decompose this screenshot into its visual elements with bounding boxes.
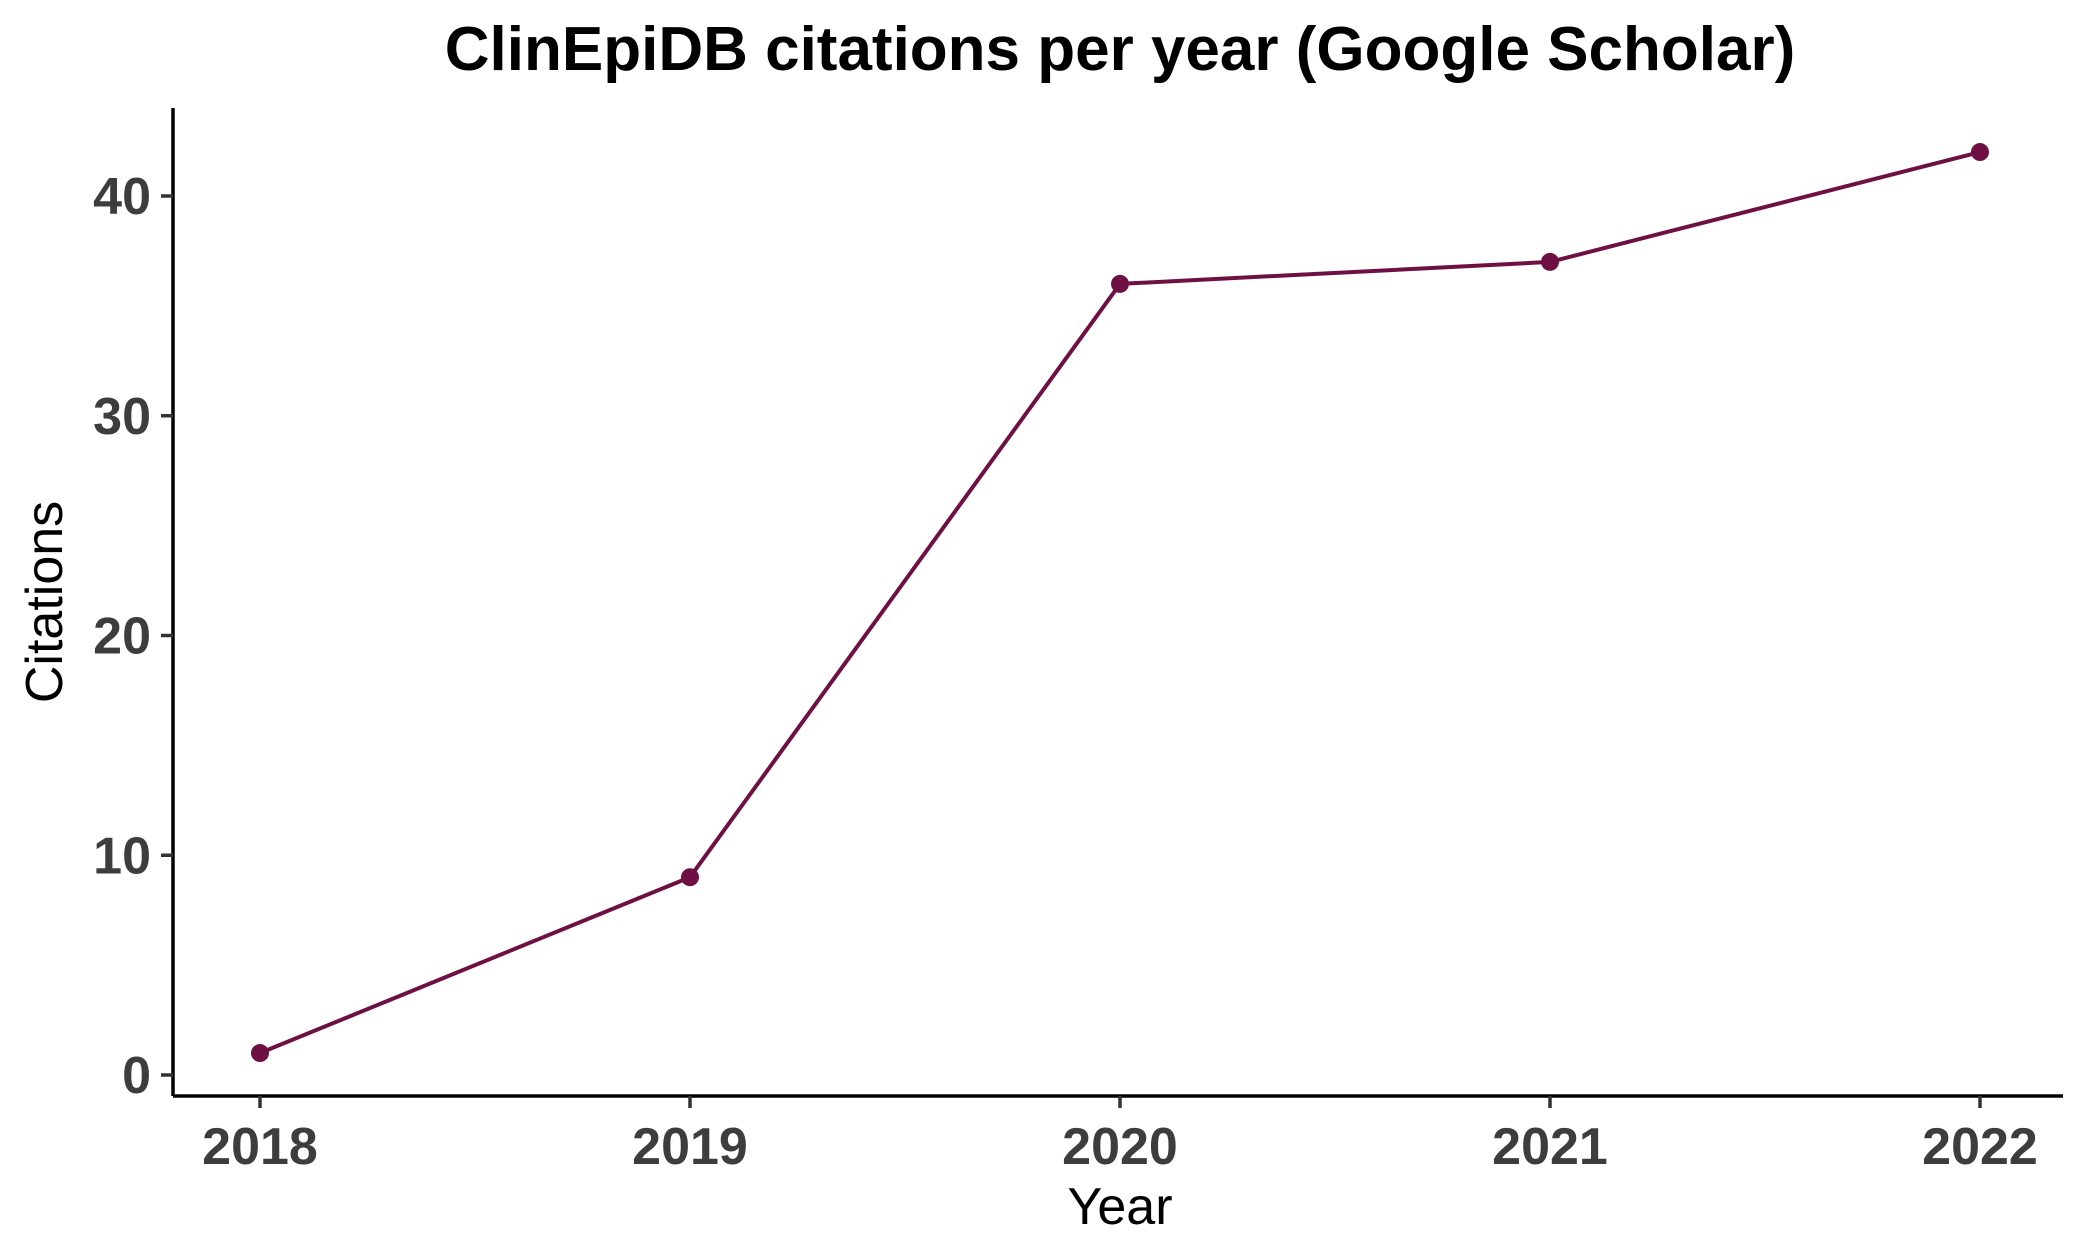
y-tick-label: 0 <box>122 1047 151 1105</box>
x-axis-ticks: 2018 2019 2020 2021 2022 <box>202 1096 2038 1176</box>
x-tick-label: 2020 <box>1062 1118 1178 1176</box>
x-tick-label: 2019 <box>632 1118 748 1176</box>
chart-title: ClinEpiDB citations per year (Google Sch… <box>445 15 1795 84</box>
y-tick-label: 20 <box>93 608 151 666</box>
data-point <box>681 868 699 887</box>
y-tick-label: 30 <box>93 388 151 446</box>
series-group <box>251 143 1989 1063</box>
data-point <box>1971 143 1989 162</box>
y-axis-title: Citations <box>16 501 74 703</box>
x-axis-title: Year <box>1067 1178 1172 1236</box>
data-point <box>1541 252 1559 271</box>
x-tick-label: 2018 <box>202 1118 318 1176</box>
data-point <box>251 1044 269 1063</box>
y-tick-label: 40 <box>93 168 151 226</box>
axes <box>171 108 2063 1098</box>
y-tick-label: 10 <box>93 827 151 885</box>
data-point <box>1111 274 1129 293</box>
x-tick-label: 2022 <box>1922 1118 2038 1176</box>
y-axis-ticks: 0 10 20 30 40 <box>93 168 173 1105</box>
x-tick-label: 2021 <box>1492 1118 1608 1176</box>
